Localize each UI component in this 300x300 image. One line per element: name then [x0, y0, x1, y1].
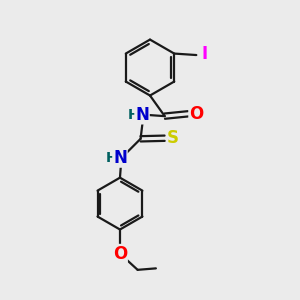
- Text: S: S: [167, 129, 179, 147]
- Text: N: N: [113, 149, 127, 167]
- Text: H: H: [128, 108, 139, 122]
- Text: N: N: [135, 106, 149, 124]
- Text: I: I: [202, 46, 208, 64]
- Text: O: O: [113, 244, 127, 262]
- Text: H: H: [105, 151, 117, 165]
- Text: O: O: [189, 105, 203, 123]
